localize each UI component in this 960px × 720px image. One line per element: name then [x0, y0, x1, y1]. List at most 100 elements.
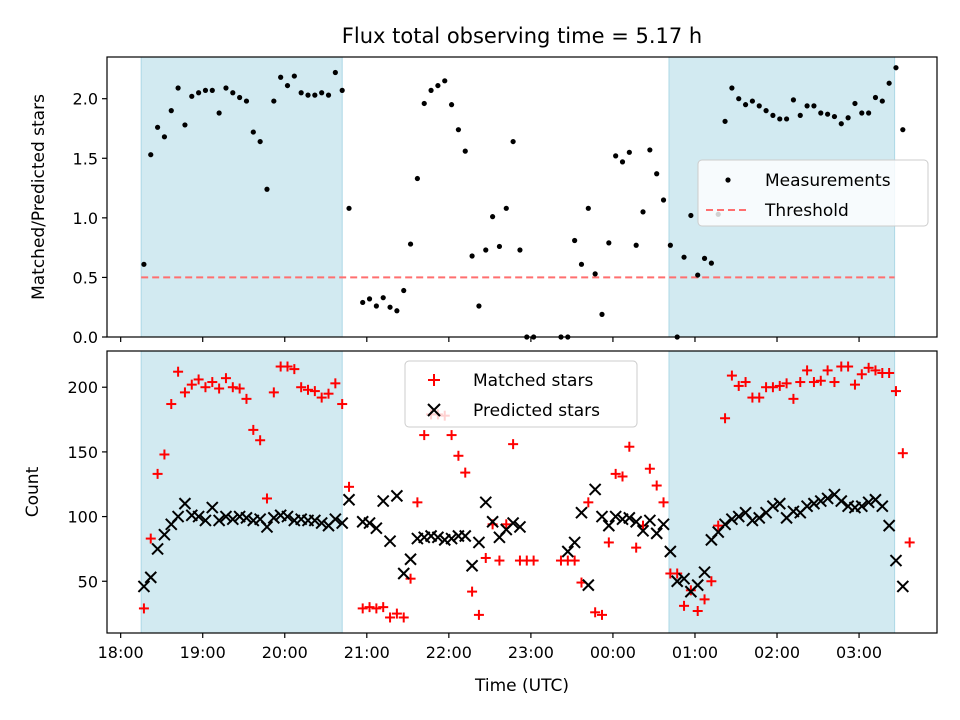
matched-star-point [815, 375, 826, 386]
measurement-point [380, 295, 386, 301]
matched-star-point [822, 365, 833, 376]
predicted-marker-b [889, 554, 903, 567]
measurement-point [592, 271, 598, 277]
predicted-star-point [199, 514, 212, 527]
matched-star-point [145, 533, 156, 544]
predicted-marker-b [623, 511, 636, 525]
measurement-point [825, 111, 831, 117]
predicted-marker-b [383, 534, 397, 548]
matched-star-point [740, 377, 751, 388]
matched-star-point [713, 520, 724, 531]
predicted-star-point [206, 501, 219, 514]
predicted-marker-b [342, 493, 356, 506]
predicted-star-point [260, 520, 274, 534]
predicted-marker-b [377, 494, 390, 508]
predicted-marker-b [718, 518, 732, 531]
predicted-marker-b [370, 522, 383, 535]
predicted-marker-b [185, 509, 198, 522]
matched-star-point [357, 603, 368, 614]
x-tick-label: 00:00 [590, 643, 636, 662]
measurement-point [366, 296, 373, 302]
predicted-marker-b [212, 514, 226, 527]
measurement-point [483, 247, 489, 253]
matched-star-point [261, 493, 272, 504]
predicted-star-point [383, 534, 397, 548]
predicted-marker-b [192, 510, 205, 523]
predicted-star-point [588, 483, 602, 496]
predicted-marker-b [869, 493, 882, 506]
predicted-marker-b [445, 532, 458, 545]
measurement-point [695, 272, 701, 278]
matched-star-point [227, 382, 238, 393]
matched-star-point [200, 382, 211, 393]
matched-star-point [808, 377, 819, 388]
predicted-marker-b [732, 510, 745, 523]
predicted-star-point [158, 528, 171, 541]
measurement-point [866, 110, 872, 116]
predicted-star-point [629, 515, 643, 528]
matched-star-point [460, 467, 471, 478]
matched-star-point [309, 386, 320, 397]
measurement-point [360, 299, 366, 306]
predicted-star-point [240, 511, 253, 525]
predicted-marker-b [472, 536, 486, 549]
predicted-star-point [698, 565, 711, 579]
measurement-point [770, 112, 776, 118]
measurement-point [517, 247, 523, 253]
predicted-star-point [753, 511, 766, 525]
matched-star-point [863, 362, 874, 373]
matched-star-point [186, 379, 197, 390]
predicted-marker-b [404, 553, 417, 566]
matched-star-point [152, 468, 163, 479]
measurement-point [845, 115, 851, 121]
predicted-star-point [889, 554, 903, 567]
predicted-star-point [582, 578, 595, 592]
predicted-marker-b [199, 514, 212, 527]
predicted-star-point [370, 522, 383, 535]
measurement-point [763, 108, 769, 114]
top-y-tick-label: 1.0 [73, 209, 98, 228]
predicted-marker-b [896, 580, 910, 593]
matched-star-point [508, 439, 519, 450]
measurement-point [510, 138, 516, 145]
matched-star-point [296, 382, 307, 393]
predicted-star-point [506, 516, 520, 530]
measurement-point [421, 100, 427, 107]
matched-star-point [904, 537, 915, 548]
predicted-star-point [151, 542, 164, 556]
measurement-point [414, 175, 420, 182]
matched-star-point [849, 379, 860, 390]
predicted-star-point [807, 497, 821, 510]
bottom-x-axis-ticks: 18:00 19:00 20:00 21:00 22:00 23:00 00:00 01:00… [98, 633, 882, 662]
predicted-marker-b [561, 545, 575, 558]
predicted-marker-b [841, 500, 855, 513]
predicted-star-point [896, 580, 910, 593]
predicted-marker-b [739, 506, 752, 519]
predicted-marker-b [575, 506, 588, 519]
predicted-star-point [479, 496, 492, 509]
predicted-star-point [773, 497, 786, 510]
predicted-marker-b [657, 518, 670, 531]
chart-title: Flux total observing time = 5.17 h [342, 24, 702, 48]
matched-star-point [767, 382, 778, 393]
bottom-y-axis-label: Count [23, 466, 43, 517]
measurement-point [900, 127, 906, 133]
predicted-star-point [732, 510, 745, 523]
bottom-y-tick-label: 100 [67, 508, 98, 527]
bottom-y-tick-label: 200 [67, 378, 98, 397]
matched-star-point [679, 600, 690, 611]
x-tick-label: 03:00 [836, 643, 882, 662]
matched-star-point [255, 435, 266, 446]
matched-star-point [316, 392, 327, 403]
matched-star-point [138, 603, 149, 614]
top-shaded-span-0 [140, 56, 343, 338]
matched-star-point [385, 612, 396, 623]
measurement-point [161, 134, 168, 140]
matched-star-point [726, 370, 737, 381]
matched-star-point [658, 497, 669, 508]
predicted-marker-b [281, 510, 294, 523]
matched-star-point [193, 374, 204, 385]
matched-star-point [446, 430, 457, 441]
predicted-marker-b [828, 488, 841, 501]
measurement-point [811, 103, 817, 109]
